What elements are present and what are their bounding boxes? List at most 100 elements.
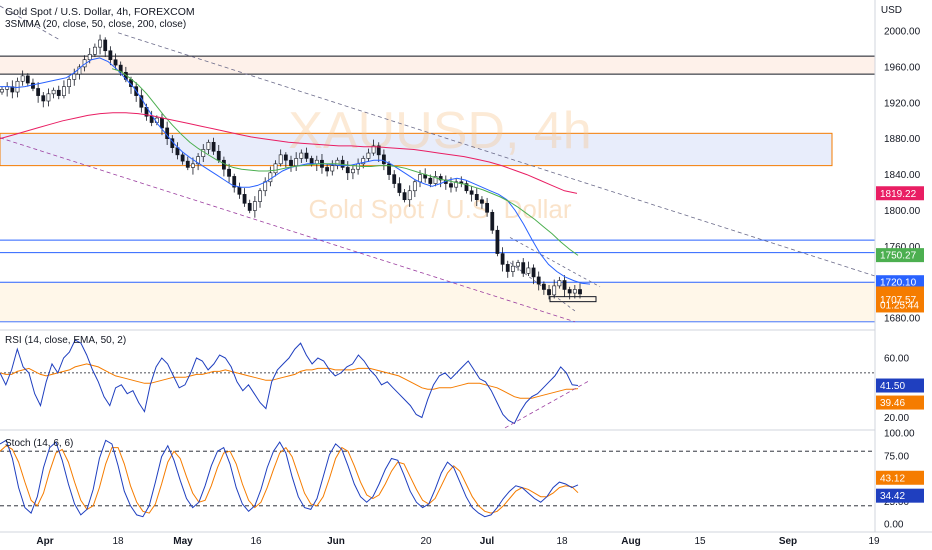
candle-body [92, 46, 97, 55]
candle-body [108, 50, 113, 61]
stoch-d-value-label: 34.42 [880, 491, 905, 502]
candle-body [15, 80, 20, 93]
indicator-legend: 3SMMA (20, close, 50, close, 200, close) [5, 19, 187, 30]
stoch-tick-label: 0.00 [884, 520, 904, 531]
rsi-ma-line [0, 363, 579, 399]
candle-body [216, 150, 221, 161]
candle-body [397, 183, 402, 193]
rsi-value-label-bg [876, 378, 924, 393]
rsi-pane [0, 329, 875, 431]
candle-body [113, 59, 118, 66]
trend-channel [0, 5, 876, 323]
low-box [549, 296, 597, 303]
candle-body [562, 280, 567, 290]
candle-body [67, 79, 71, 87]
candle-body [433, 176, 438, 184]
chart-title: Gold Spot / U.S. Dollar, 4h, FOREXCOM [5, 6, 195, 18]
candle-body [552, 285, 557, 296]
candle-body [366, 152, 371, 159]
time-tick-label: 15 [694, 536, 706, 547]
candle-body [361, 158, 366, 165]
candle-body [211, 141, 216, 152]
candle-body [392, 174, 397, 184]
candle-body [485, 203, 490, 213]
stoch-legend: Stoch (14, 6, 6) [5, 438, 74, 449]
countdown-label: 01:25:44 [880, 300, 919, 311]
sma20-line [0, 57, 591, 285]
candle-body [387, 163, 391, 175]
rsi-legend: RSI (14, close, EMA, 50, 2) [5, 335, 127, 346]
candle-body [160, 117, 164, 129]
candle-body [98, 39, 102, 48]
candle-body [103, 39, 108, 52]
stoch-tick-label: 75.00 [884, 451, 909, 462]
last-price-label-bg [876, 286, 924, 313]
sma50-line [111, 68, 579, 256]
last-price-label: 1707.57 [880, 295, 917, 306]
candle-body [371, 145, 376, 154]
stoch-k-value-label: 43.12 [880, 473, 905, 484]
channel-lower [0, 137, 576, 323]
moving-averages [0, 57, 591, 285]
candle-body [438, 176, 443, 181]
time-tick-label: Jun [327, 536, 345, 547]
candle-body [20, 75, 25, 82]
candle-body [480, 199, 484, 204]
candle-body [149, 115, 154, 123]
time-tick-label: 16 [250, 536, 262, 547]
time-tick-label: Apr [36, 536, 53, 547]
candle-body [191, 163, 195, 168]
candle-body [541, 283, 546, 290]
candle-body [0, 89, 4, 93]
candle-body [418, 174, 422, 183]
price-tick-label: 1840.00 [884, 170, 921, 181]
stoch-k-line [0, 439, 579, 518]
rsi-tick-label: 20.00 [884, 413, 909, 424]
watermark-name: Gold Spot / U.S. Dollar [309, 194, 572, 224]
candle-body [536, 276, 541, 285]
candle-body [474, 194, 479, 201]
time-tick-label: 18 [556, 536, 568, 547]
candle-body [381, 154, 386, 165]
sma200-line [0, 112, 578, 194]
candle-body [304, 152, 309, 159]
sma20-price-label-bg [876, 275, 924, 290]
candle-body [309, 158, 314, 165]
candle-body [77, 66, 82, 75]
candle-body [402, 192, 407, 201]
minor-channel-lower [509, 262, 576, 312]
candle-body [41, 95, 46, 102]
candle-body [464, 183, 469, 192]
time-tick-label: May [173, 536, 193, 547]
candle-body [299, 152, 304, 159]
candle-body [547, 289, 551, 296]
candle-body [531, 267, 536, 278]
price-tick-label: 1680.00 [884, 314, 921, 325]
candle-body [206, 141, 211, 150]
candle-body [87, 54, 92, 61]
candle-body [36, 88, 41, 96]
candle-body [314, 159, 319, 165]
candle-body [567, 289, 572, 294]
candle-body [516, 262, 520, 267]
candle-body [572, 289, 577, 294]
rsi-line [0, 339, 579, 425]
candle-body [25, 75, 30, 84]
candle-body [294, 158, 299, 166]
candle-body [283, 154, 288, 161]
currency-label: USD [880, 5, 902, 16]
candle-body [469, 190, 474, 195]
candle-body [118, 64, 123, 73]
candle-body [505, 264, 510, 272]
rsi-tick-label: 60.00 [884, 354, 909, 365]
candle-body [490, 211, 495, 231]
sma200-price-label: 1819.22 [880, 189, 917, 200]
candle-body [247, 203, 252, 211]
candle-body [428, 177, 433, 184]
time-tick-label: 20 [420, 536, 432, 547]
stoch-pane [0, 439, 875, 518]
stoch-d-value-label-bg [876, 488, 924, 503]
price-tick-label: 1760.00 [884, 242, 921, 253]
